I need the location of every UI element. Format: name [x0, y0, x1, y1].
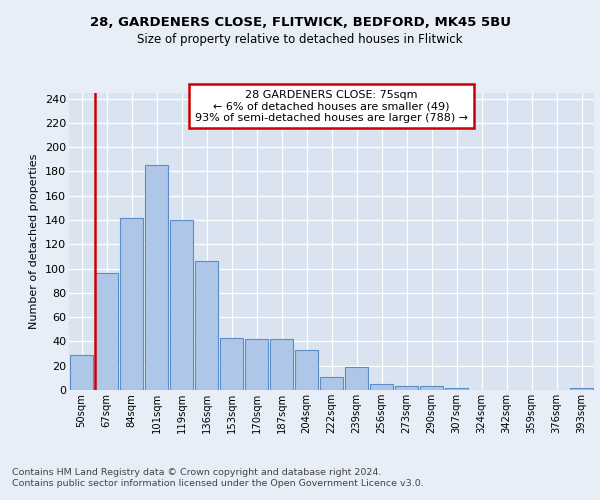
Bar	[295, 350, 318, 390]
Bar	[395, 386, 418, 390]
Bar	[120, 218, 143, 390]
Bar	[145, 166, 168, 390]
Bar	[345, 367, 368, 390]
Bar	[70, 355, 93, 390]
Bar	[420, 386, 443, 390]
Bar	[245, 339, 268, 390]
Bar	[570, 388, 593, 390]
Text: 28, GARDENERS CLOSE, FLITWICK, BEDFORD, MK45 5BU: 28, GARDENERS CLOSE, FLITWICK, BEDFORD, …	[89, 16, 511, 29]
Y-axis label: Number of detached properties: Number of detached properties	[29, 154, 40, 329]
Bar	[320, 376, 343, 390]
Bar	[220, 338, 243, 390]
Text: 28 GARDENERS CLOSE: 75sqm
← 6% of detached houses are smaller (49)
93% of semi-d: 28 GARDENERS CLOSE: 75sqm ← 6% of detach…	[195, 90, 468, 123]
Bar	[95, 274, 118, 390]
Bar	[445, 388, 468, 390]
Text: Size of property relative to detached houses in Flitwick: Size of property relative to detached ho…	[137, 34, 463, 46]
Text: Contains HM Land Registry data © Crown copyright and database right 2024.
Contai: Contains HM Land Registry data © Crown c…	[12, 468, 424, 487]
Bar	[270, 339, 293, 390]
Bar	[195, 262, 218, 390]
Bar	[170, 220, 193, 390]
Bar	[370, 384, 393, 390]
